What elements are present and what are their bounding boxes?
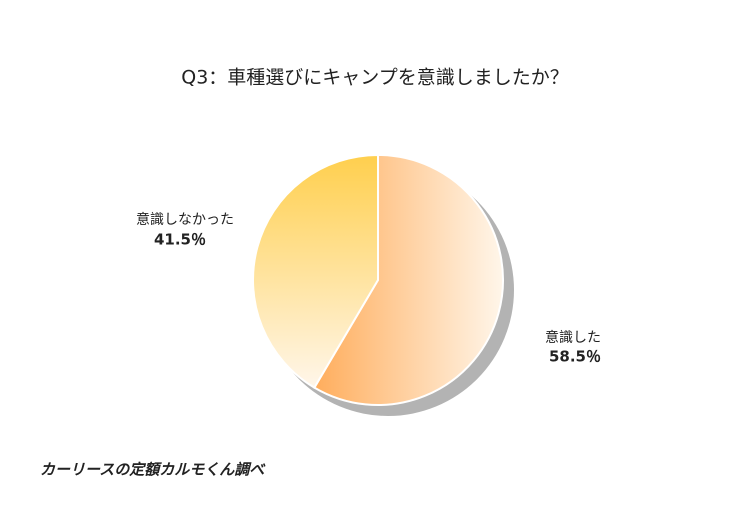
slice-label: 意識しなかった [136, 211, 234, 228]
slice-label: 意識した [545, 329, 601, 346]
pie-slice [252, 153, 379, 389]
pie-slice [312, 153, 504, 406]
value-label: 41.5％ [154, 231, 206, 249]
chart-title: Q3：車種選びにキャンプを意識しましたか？ [181, 67, 568, 89]
source-note: カーリースの定額カルモくん調べ [40, 461, 266, 479]
value-label: 58.5％ [549, 348, 601, 366]
